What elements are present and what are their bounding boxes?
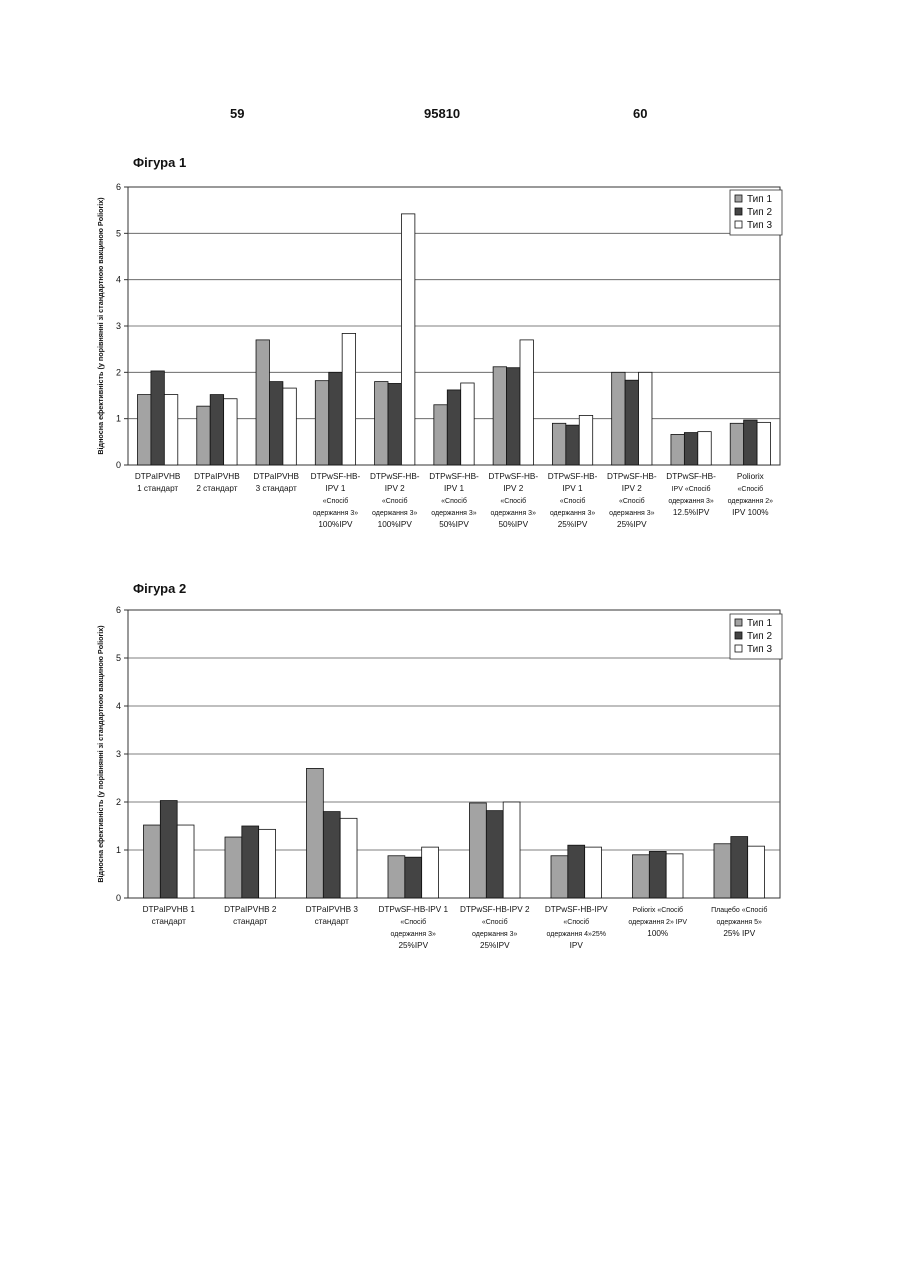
bar-тип-2: [568, 845, 585, 898]
x-tick-label: DTPaIPVHB 3стандарт: [306, 905, 359, 926]
bar-тип-1: [469, 803, 486, 898]
legend-swatch: [735, 619, 742, 626]
legend-label: Тип 3: [747, 644, 772, 655]
y-axis-label: Відносна ефективність (у порівнянні зі с…: [96, 625, 105, 883]
y-tick-label: 0: [116, 893, 121, 903]
x-tick-label: DTPaIPVHB 2стандарт: [224, 905, 277, 926]
y-tick-label: 4: [116, 701, 121, 711]
y-tick-label: 6: [116, 605, 121, 615]
bar-тип-1: [306, 768, 323, 898]
legend: Тип 1 Тип 2 Тип 3: [730, 614, 782, 659]
y-tick-label: 1: [116, 845, 121, 855]
bar-тип-1: [225, 837, 242, 898]
legend-swatch: [735, 645, 742, 652]
bar-тип-2: [160, 801, 177, 898]
x-tick-label: DTPwSF-HB-IPV«Спосібодержання 4»25%IPV: [545, 905, 608, 950]
bar-тип-1: [388, 856, 405, 898]
x-tick-label: Плацебо «Спосібодержання 5»25% IPV: [711, 906, 767, 938]
legend-label: Тип 2: [747, 631, 772, 642]
bar-тип-3: [503, 802, 520, 898]
bar-тип-2: [649, 851, 666, 898]
bar-тип-2: [731, 837, 748, 898]
bar-тип-1: [143, 825, 160, 898]
x-tick-label: DTPwSF-HB-IPV 2«Спосібодержання 3»25%IPV: [460, 905, 530, 950]
bar-тип-3: [259, 829, 276, 898]
figure-2-chart: 0 1 2 3 4 5 6 Відносна ефективність (у порівнян…: [0, 0, 901, 1000]
legend-label: Тип 1: [747, 618, 772, 629]
bar-тип-3: [340, 818, 357, 898]
bar-тип-1: [632, 855, 649, 898]
bar-тип-2: [242, 826, 259, 898]
y-tick-label: 2: [116, 797, 121, 807]
bar-тип-2: [405, 857, 422, 898]
x-tick-label: DTPwSF-HB-IPV 1«Спосібодержання 3»25%IPV: [378, 905, 448, 950]
bar-тип-3: [422, 847, 439, 898]
y-tick-label: 5: [116, 653, 121, 663]
bar-тип-3: [748, 846, 765, 898]
bar-тип-1: [551, 856, 568, 898]
bar-тип-2: [323, 812, 340, 898]
bar-тип-3: [585, 847, 602, 898]
bar-тип-1: [714, 844, 731, 898]
bar-тип-2: [486, 811, 503, 898]
x-tick-label: DTPaIPVHB 1стандарт: [143, 905, 196, 926]
bar-тип-3: [666, 854, 683, 898]
x-tick-label: Poliorix «Спосібодержання 2» IPV100%: [628, 906, 687, 938]
legend-swatch: [735, 632, 742, 639]
bar-тип-3: [177, 825, 194, 898]
y-tick-label: 3: [116, 749, 121, 759]
